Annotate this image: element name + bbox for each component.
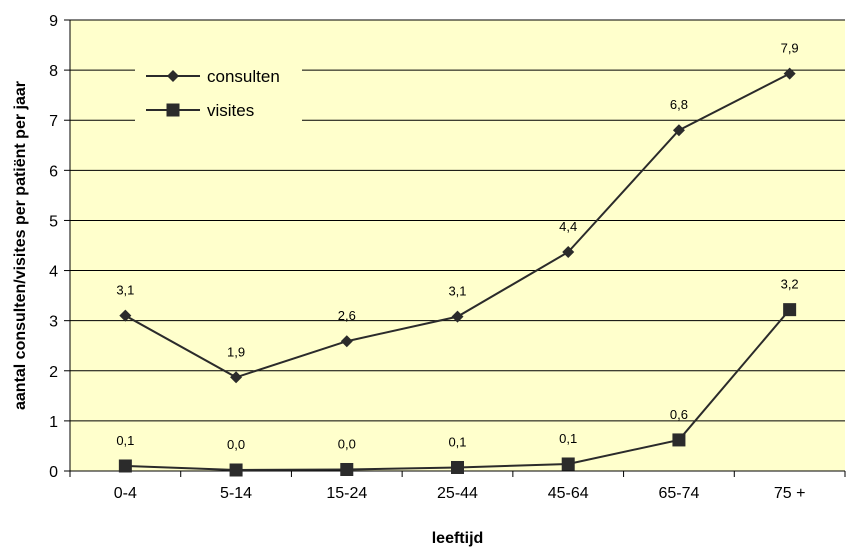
legend-label-consulten: consulten [207, 67, 280, 86]
data-label-visites: 3,2 [781, 277, 799, 292]
data-point-consulten [119, 309, 132, 322]
x-tick-label: 5-14 [220, 485, 252, 502]
data-point-consulten [451, 310, 464, 323]
data-label-visites: 0,1 [559, 431, 577, 446]
y-tick-label: 7 [49, 113, 58, 130]
data-label-consulten: 4,4 [559, 219, 577, 234]
legend-marker-visites [166, 103, 180, 117]
data-label-consulten: 3,1 [116, 283, 134, 298]
data-point-visites [451, 460, 464, 474]
y-tick-label: 6 [49, 163, 58, 180]
y-tick-label: 0 [49, 464, 58, 481]
legend-box [135, 57, 302, 129]
data-label-visites: 0,1 [448, 434, 466, 449]
data-point-consulten [562, 246, 575, 259]
y-tick-label: 1 [49, 414, 58, 431]
y-tick-label: 9 [49, 13, 58, 30]
x-tick-label: 75 + [774, 485, 806, 502]
data-point-consulten [783, 67, 796, 80]
x-axis-ticks: 0-4 5-14 15-24 25-44 45-64 65-74 75 + [69, 471, 846, 502]
x-axis-label: leeftijd [432, 530, 484, 547]
data-point-consulten [230, 371, 243, 384]
x-tick-label: 15-24 [326, 485, 367, 502]
data-point-visites [340, 462, 354, 476]
x-tick-label: 45-64 [548, 485, 589, 502]
data-point-visites [783, 303, 797, 317]
x-tick-label: 25-44 [437, 485, 478, 502]
data-label-consulten: 2,6 [338, 308, 356, 323]
y-tick-label: 8 [49, 63, 58, 80]
series-consulten: 3,1 1,9 2,6 3,1 4,4 6,8 7,9 [116, 41, 799, 384]
data-label-visites: 0,1 [116, 433, 134, 448]
data-label-visites: 0,0 [227, 437, 245, 452]
data-point-consulten [340, 335, 353, 348]
y-axis-label: aantal consulten/visites per patiënt per… [12, 81, 29, 410]
data-point-visites [561, 457, 575, 471]
legend-marker-consulten [167, 70, 179, 82]
legend: consulten visites [135, 57, 302, 129]
y-axis-ticks: 0 1 2 3 4 5 6 7 8 9 [49, 13, 70, 481]
y-tick-label: 2 [49, 364, 58, 381]
data-point-visites [672, 433, 686, 447]
x-tick-label: 65-74 [658, 485, 699, 502]
series-visites: 0,1 0,0 0,0 0,1 0,1 0,6 3,2 [116, 277, 799, 477]
data-point-visites [118, 459, 132, 473]
y-tick-label: 4 [49, 264, 58, 281]
data-label-consulten: 7,9 [781, 41, 799, 56]
legend-label-visites: visites [207, 101, 254, 120]
y-tick-label: 5 [49, 213, 58, 230]
y-tick-label: 3 [49, 314, 58, 331]
x-tick-label: 0-4 [114, 485, 137, 502]
data-label-consulten: 3,1 [448, 284, 466, 299]
data-label-consulten: 1,9 [227, 344, 245, 359]
data-point-visites [229, 463, 243, 477]
series-layer: 3,1 1,9 2,6 3,1 4,4 6,8 7,9 0,1 0,0 0,0 0,1 0,1 0,6 3… [116, 41, 799, 477]
data-label-visites: 0,0 [338, 436, 356, 451]
data-label-visites: 0,6 [670, 407, 688, 422]
data-label-consulten: 6,8 [670, 97, 688, 112]
data-point-consulten [672, 124, 685, 137]
